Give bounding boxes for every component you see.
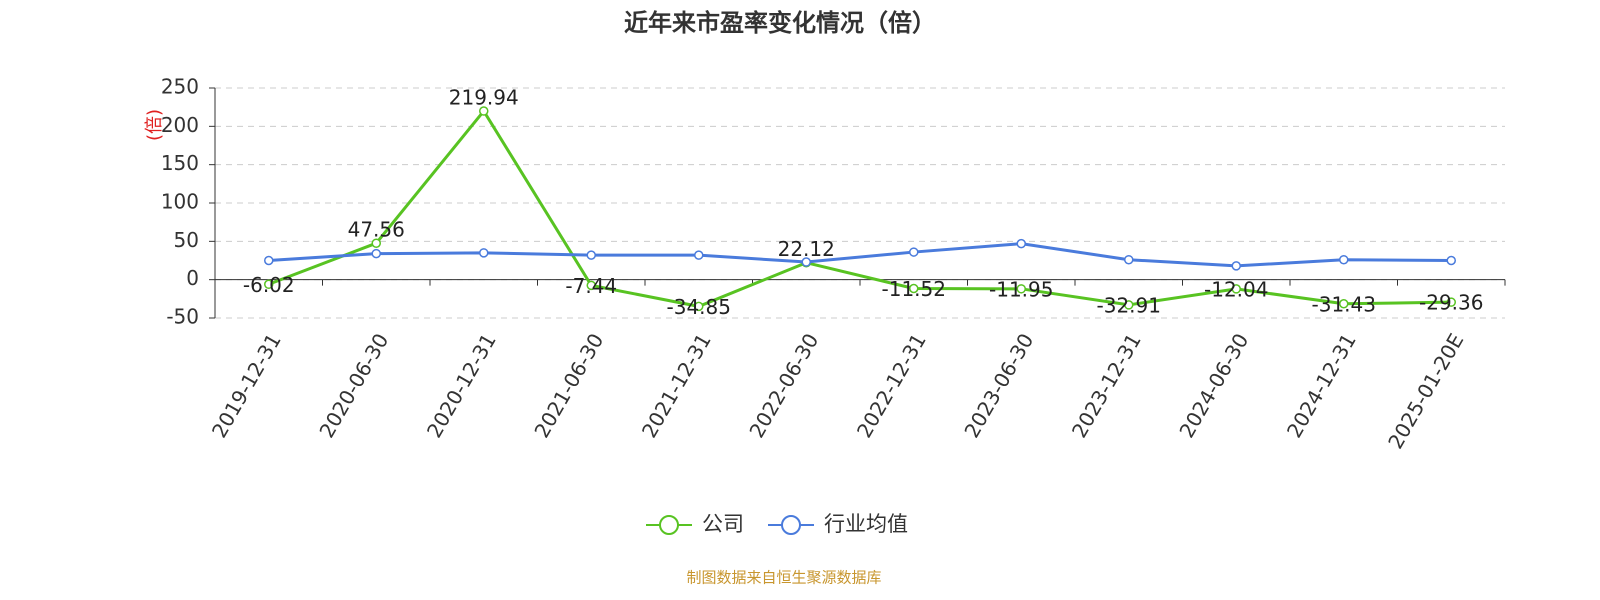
data-point xyxy=(694,301,704,312)
chart-title: 近年来市盈率变化情况（倍） xyxy=(624,9,936,37)
y-tick-label: -50 xyxy=(166,305,199,329)
data-point xyxy=(371,238,381,248)
data-label: -6.02 xyxy=(243,273,295,297)
data-point xyxy=(694,250,704,260)
data-point xyxy=(1231,284,1241,294)
data-point xyxy=(1446,255,1456,266)
data-point xyxy=(264,255,274,266)
y-axis-label: (倍) xyxy=(144,109,165,141)
x-tick-label: 2023-12-31 xyxy=(1067,329,1146,442)
data-label: 22.12 xyxy=(778,237,835,261)
x-tick-label: 2024-12-31 xyxy=(1282,329,1361,442)
data-point xyxy=(264,279,274,290)
data-label: -31.43 xyxy=(1312,292,1376,316)
x-tick-label: 2021-12-31 xyxy=(637,329,716,442)
x-tick-label: 2022-12-31 xyxy=(852,329,931,442)
y-tick-label: 150 xyxy=(161,151,199,175)
data-point xyxy=(1016,284,1026,294)
x-tick-label: 2020-12-31 xyxy=(422,329,501,442)
data-label: -32.91 xyxy=(1097,293,1161,317)
data-point xyxy=(1124,300,1134,310)
x-tick-label: 2021-06-30 xyxy=(529,329,608,442)
series-line xyxy=(268,108,1452,308)
data-point xyxy=(586,280,596,291)
data-point xyxy=(586,250,596,260)
legend-label: 公司 xyxy=(702,512,744,536)
data-point xyxy=(1446,297,1456,307)
legend-marker xyxy=(659,515,679,535)
x-tick-label: 2019-12-31 xyxy=(207,329,286,442)
y-tick-label: 0 xyxy=(186,266,199,290)
data-label: 219.94 xyxy=(449,86,519,110)
y-tick-label: 100 xyxy=(161,190,199,214)
data-point xyxy=(1124,254,1134,265)
data-point xyxy=(801,257,811,267)
data-point xyxy=(1016,238,1026,249)
y-tick-label: 200 xyxy=(161,113,199,137)
data-point xyxy=(1231,261,1241,271)
data-label: -12.04 xyxy=(1204,277,1268,301)
source-note: 制图数据来自恒生聚源数据库 xyxy=(686,569,881,587)
data-point xyxy=(909,283,919,294)
series-line xyxy=(268,242,1452,268)
data-point xyxy=(1339,299,1349,309)
legend-marker xyxy=(781,515,801,535)
y-tick-label: 250 xyxy=(161,75,199,99)
data-point xyxy=(479,106,489,116)
data-label: 47.56 xyxy=(348,218,405,242)
data-label: -29.36 xyxy=(1419,291,1483,315)
x-tick-label: 2022-06-30 xyxy=(744,329,823,442)
legend-label: 行业均值 xyxy=(824,512,908,536)
data-label: -34.85 xyxy=(667,295,731,319)
data-label: -7.44 xyxy=(565,274,617,298)
data-label: -11.95 xyxy=(989,277,1053,301)
data-point xyxy=(479,248,489,258)
x-tick-label: 2023-06-30 xyxy=(959,329,1038,442)
x-tick-label: 2025-01-20E xyxy=(1383,329,1468,453)
x-tick-label: 2020-06-30 xyxy=(314,329,393,442)
y-tick-label: 50 xyxy=(174,228,199,252)
data-label: -11.52 xyxy=(882,277,946,301)
data-point xyxy=(1339,254,1349,265)
x-tick-label: 2024-06-30 xyxy=(1174,329,1253,442)
data-point xyxy=(371,248,381,259)
data-point xyxy=(909,247,919,257)
